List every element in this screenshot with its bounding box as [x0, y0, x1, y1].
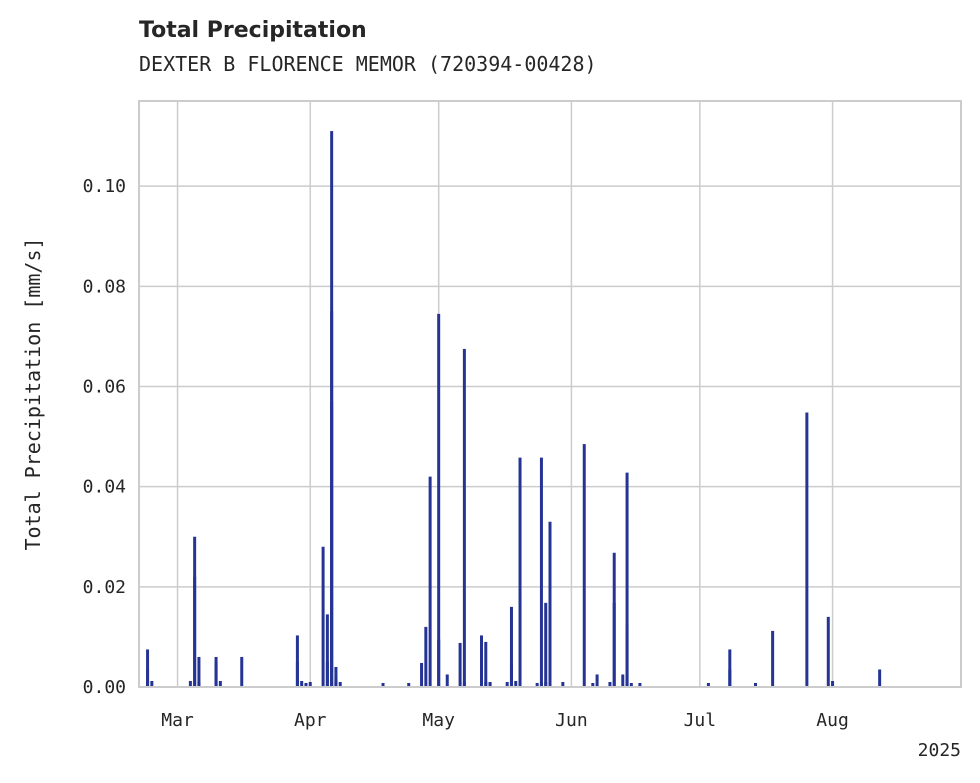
precipitation-bar	[480, 635, 483, 687]
precipitation-bar	[612, 552, 616, 687]
precipitation-bar	[330, 401, 334, 687]
precipitation-bar	[338, 681, 342, 687]
precipitation-bar	[488, 681, 492, 687]
y-tick-label: 0.04	[83, 477, 126, 498]
y-tick-label: 0.00	[83, 677, 126, 698]
precipitation-bar	[595, 674, 599, 687]
precipitation-bar	[407, 682, 411, 687]
x-tick-label: Jul	[684, 710, 717, 731]
precipitation-bar	[218, 680, 222, 687]
precipitation-bar	[629, 682, 633, 687]
precipitation-bar	[193, 576, 197, 687]
precipitation-bar	[582, 444, 586, 687]
x-tick-label: Aug	[816, 710, 849, 731]
y-tick-label: 0.06	[83, 376, 126, 397]
precipitation-bar	[625, 472, 629, 687]
y-axis-label: Total Precipitation [mm/s]	[21, 237, 45, 550]
precipitation-bar	[514, 680, 518, 687]
precipitation-bar	[706, 682, 710, 687]
precipitation-bar	[621, 674, 625, 687]
precipitation-bar	[878, 669, 882, 687]
precipitation-bar	[505, 681, 509, 687]
precipitation-bar	[484, 641, 488, 687]
x-tick-label: May	[422, 710, 455, 731]
precipitation-bar	[544, 602, 548, 687]
y-tick-label: 0.02	[83, 577, 126, 598]
precipitation-bar	[509, 606, 513, 687]
x-axis-year-label: 2025	[918, 740, 961, 761]
precipitation-bar	[445, 674, 449, 687]
precipitation-bar	[437, 639, 441, 687]
chart-subtitle: DEXTER B FLORENCE MEMOR (720394-00428)	[139, 52, 597, 76]
x-tick-label: Jun	[555, 710, 588, 731]
y-tick-label: 0.08	[83, 276, 126, 297]
precipitation-bar	[295, 635, 299, 687]
precipitation-bar	[509, 662, 513, 687]
precipitation-bar	[295, 661, 299, 687]
precipitation-bar	[197, 681, 201, 687]
precipitation-bar	[535, 682, 539, 687]
precipitation-bar	[561, 681, 565, 687]
precipitation-bar	[308, 681, 312, 687]
precipitation-bar	[304, 682, 308, 687]
precipitation-bar	[334, 681, 338, 687]
precipitation-bar	[548, 521, 552, 687]
x-axis-ticks: Mar Apr May Jun Jul Aug	[161, 710, 849, 731]
precipitation-bar	[625, 624, 629, 687]
precipitation-bar	[771, 630, 775, 687]
precipitation-bar	[188, 680, 192, 687]
precipitation-bar	[214, 661, 218, 687]
precipitation-bar	[146, 649, 150, 687]
precipitation-bar	[240, 656, 244, 687]
precipitation-bar	[325, 614, 329, 687]
precipitation-bar	[437, 313, 441, 687]
x-tick-label: Apr	[294, 710, 327, 731]
y-tick-label: 0.10	[83, 176, 126, 197]
precipitation-bar	[146, 669, 150, 687]
precipitation-bar	[728, 649, 732, 687]
plot-frame	[138, 100, 962, 688]
precipitation-bar	[325, 661, 329, 687]
precipitation-bar	[458, 642, 462, 687]
precipitation-bar	[591, 682, 595, 687]
precipitation-bar	[805, 412, 809, 687]
precipitation-bar	[321, 546, 325, 687]
precipitation-bar	[608, 681, 612, 687]
precipitation-bar	[638, 682, 642, 687]
precipitation-bar	[826, 616, 830, 687]
precipitation-bar	[728, 669, 732, 687]
precipitation-bar	[539, 457, 543, 687]
precipitation-bar	[831, 680, 835, 687]
precipitation-bars	[146, 131, 882, 688]
y-axis-ticks: 0.00 0.02 0.04 0.06 0.08 0.10	[83, 176, 126, 698]
precipitation-bar	[518, 457, 522, 687]
precipitation-bar	[462, 348, 466, 687]
precipitation-bar	[428, 476, 432, 687]
precipitation-bar	[424, 626, 428, 687]
x-tick-label: Mar	[161, 710, 194, 731]
precipitation-bar	[420, 662, 424, 687]
precipitation-bar	[539, 681, 543, 687]
precipitation-bar	[300, 680, 304, 687]
precipitation-bar	[544, 681, 548, 687]
precipitation-bar	[381, 682, 385, 687]
precipitation-bar	[754, 682, 757, 687]
precipitation-bar	[150, 680, 154, 687]
chart-title: Total Precipitation	[139, 18, 367, 43]
precipitation-bar	[197, 656, 201, 687]
precipitation-bar	[462, 681, 466, 687]
